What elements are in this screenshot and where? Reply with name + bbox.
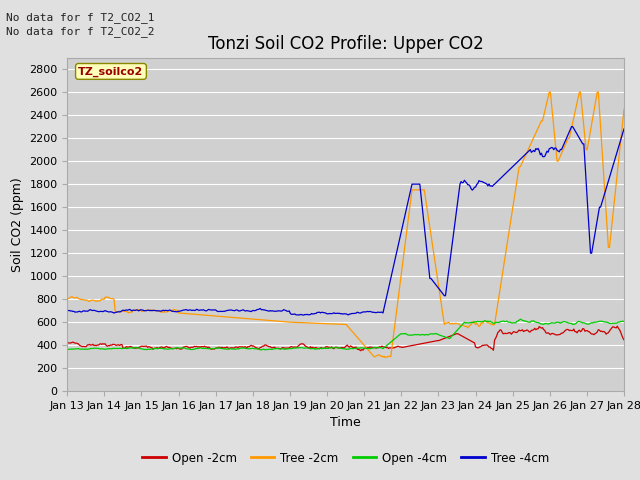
Open -2cm [328,344,335,350]
X-axis label: Time: Time [330,417,361,430]
Title: Tonzi Soil CO2 Profile: Upper CO2: Tonzi Soil CO2 Profile: Upper CO2 [208,35,483,53]
Text: No data for f T2_CO2_2: No data for f T2_CO2_2 [6,26,155,37]
Tree -4cm [620,126,628,132]
Tree -2cm [331,321,339,327]
Open -4cm [620,319,628,324]
Tree -4cm [568,124,575,130]
Tree -2cm [521,154,529,160]
Open -4cm [365,346,373,351]
Open -2cm [614,324,621,329]
Open -4cm [522,318,530,324]
Open -4cm [516,316,524,322]
Open -4cm [257,347,265,353]
Tree -2cm [609,213,617,218]
Legend: Open -2cm, Tree -2cm, Open -4cm, Tree -4cm: Open -2cm, Tree -2cm, Open -4cm, Tree -4… [138,447,554,469]
Open -2cm [365,344,373,350]
Open -2cm [331,345,339,350]
Open -4cm [332,345,340,350]
Tree -4cm [521,152,529,158]
Line: Open -4cm: Open -4cm [67,319,624,350]
Text: TZ_soilco2: TZ_soilco2 [78,66,143,76]
Line: Open -2cm: Open -2cm [67,326,624,351]
Y-axis label: Soil CO2 (ppm): Soil CO2 (ppm) [11,177,24,272]
Open -4cm [63,346,71,352]
Tree -4cm [63,308,71,313]
Tree -4cm [300,312,308,318]
Line: Tree -4cm: Tree -4cm [67,127,624,315]
Open -4cm [396,332,404,337]
Open -4cm [329,345,337,351]
Tree -2cm [545,89,553,95]
Open -2cm [620,337,628,343]
Open -2cm [63,341,71,347]
Open -2cm [608,325,616,331]
Tree -4cm [609,163,617,169]
Tree -2cm [365,348,372,353]
Tree -2cm [396,284,404,289]
Open -2cm [521,328,529,334]
Open -2cm [396,344,404,350]
Tree -4cm [332,311,340,316]
Tree -2cm [63,296,71,302]
Tree -4cm [396,236,404,241]
Open -4cm [609,320,617,326]
Tree -2cm [381,355,389,360]
Line: Tree -2cm: Tree -2cm [67,92,624,358]
Text: No data for f T2_CO2_1: No data for f T2_CO2_1 [6,12,155,23]
Tree -4cm [329,311,337,316]
Tree -2cm [620,107,628,112]
Open -2cm [357,348,365,354]
Tree -4cm [365,309,373,314]
Tree -2cm [328,321,335,327]
